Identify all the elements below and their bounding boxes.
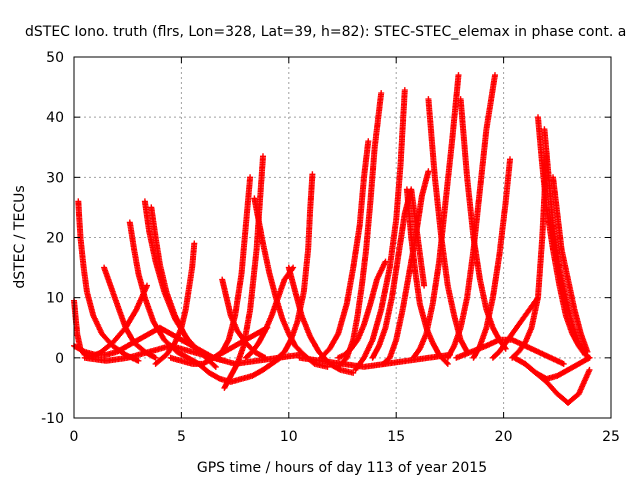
x-tick-label: 0	[70, 429, 79, 445]
series-19-markers	[335, 90, 385, 370]
series-30	[453, 336, 567, 367]
series-38	[296, 351, 453, 370]
series-25-markers	[425, 96, 471, 355]
x-tick-label: 20	[495, 429, 513, 445]
series-36-markers	[522, 354, 593, 382]
series-27	[457, 96, 509, 352]
series-20	[352, 87, 408, 373]
series-38-markers	[296, 351, 453, 370]
y-tick-label: 50	[46, 50, 64, 66]
series-9-markers	[195, 354, 284, 385]
x-tick-label: 15	[387, 429, 405, 445]
y-tick-label: 10	[46, 291, 64, 307]
series-34-markers	[550, 174, 591, 355]
series-30-markers	[453, 336, 567, 367]
x-tick-label: 25	[602, 429, 620, 445]
y-tick-label: 30	[46, 170, 64, 186]
y-axis-label: dSTEC / TECUs	[12, 185, 28, 288]
axis-layer: 0 5 10 15 20 25 -10 0 10 20 30 40 50	[41, 50, 620, 445]
series-36	[522, 354, 593, 382]
series-28	[470, 156, 513, 361]
series-27-markers	[457, 96, 509, 352]
series-8-markers	[152, 240, 198, 367]
series-34	[550, 174, 591, 355]
series-33	[541, 126, 589, 358]
series-33-markers	[541, 126, 589, 358]
y-tick-label: 0	[55, 351, 64, 367]
series-19	[335, 90, 385, 370]
chart-title: dSTEC Iono. truth (flrs, Lon=328, Lat=39…	[25, 24, 626, 40]
series-37	[81, 342, 303, 367]
series-25	[425, 96, 471, 355]
x-tick-label: 5	[177, 429, 186, 445]
series-28-markers	[470, 156, 513, 361]
series-20-markers	[352, 87, 408, 373]
y-tick-label: 40	[46, 110, 64, 126]
series-8	[152, 240, 198, 367]
series-9	[195, 354, 284, 385]
x-axis-label: GPS time / hours of day 113 of year 2015	[197, 460, 487, 476]
series-37-markers	[81, 342, 303, 367]
y-tick-label: -10	[41, 411, 64, 427]
series-layer	[71, 72, 593, 406]
x-tick-label: 10	[280, 429, 298, 445]
y-tick-label: 20	[46, 231, 64, 247]
